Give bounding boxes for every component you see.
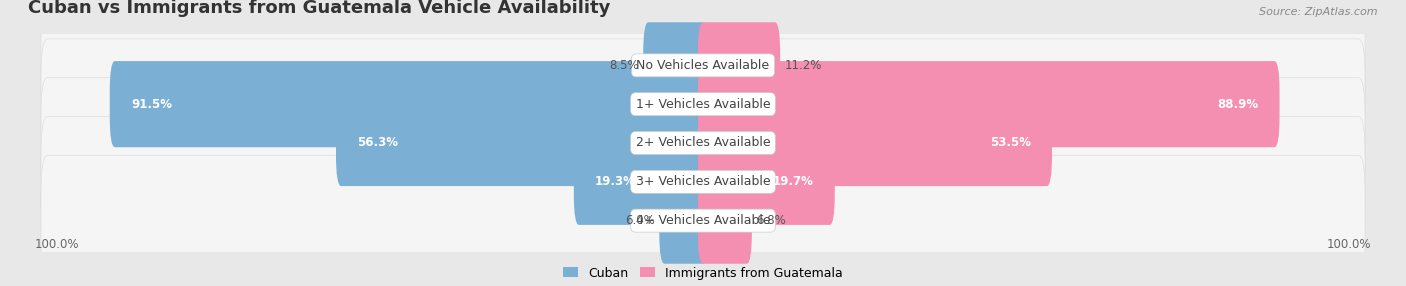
FancyBboxPatch shape — [336, 100, 709, 186]
Text: 6.8%: 6.8% — [756, 214, 786, 227]
FancyBboxPatch shape — [659, 178, 709, 264]
FancyBboxPatch shape — [41, 0, 1365, 131]
FancyBboxPatch shape — [41, 39, 1365, 170]
Text: 2+ Vehicles Available: 2+ Vehicles Available — [636, 136, 770, 150]
FancyBboxPatch shape — [110, 61, 709, 147]
Text: 88.9%: 88.9% — [1218, 98, 1258, 111]
Text: Cuban vs Immigrants from Guatemala Vehicle Availability: Cuban vs Immigrants from Guatemala Vehic… — [28, 0, 610, 17]
Text: 100.0%: 100.0% — [1327, 238, 1371, 251]
FancyBboxPatch shape — [41, 155, 1365, 286]
Text: 91.5%: 91.5% — [131, 98, 172, 111]
FancyBboxPatch shape — [697, 139, 835, 225]
Text: Source: ZipAtlas.com: Source: ZipAtlas.com — [1260, 7, 1378, 17]
Text: 4+ Vehicles Available: 4+ Vehicles Available — [636, 214, 770, 227]
Text: 8.5%: 8.5% — [609, 59, 638, 72]
Text: 53.5%: 53.5% — [990, 136, 1031, 150]
FancyBboxPatch shape — [697, 178, 752, 264]
Text: 1+ Vehicles Available: 1+ Vehicles Available — [636, 98, 770, 111]
FancyBboxPatch shape — [41, 78, 1365, 208]
Text: 11.2%: 11.2% — [785, 59, 823, 72]
FancyBboxPatch shape — [41, 116, 1365, 247]
FancyBboxPatch shape — [697, 100, 1052, 186]
Text: No Vehicles Available: No Vehicles Available — [637, 59, 769, 72]
FancyBboxPatch shape — [697, 22, 780, 108]
FancyBboxPatch shape — [643, 22, 709, 108]
Text: 3+ Vehicles Available: 3+ Vehicles Available — [636, 175, 770, 188]
Text: 19.3%: 19.3% — [595, 175, 636, 188]
Text: 6.0%: 6.0% — [626, 214, 655, 227]
Text: 56.3%: 56.3% — [357, 136, 398, 150]
Text: 100.0%: 100.0% — [35, 238, 79, 251]
FancyBboxPatch shape — [574, 139, 709, 225]
FancyBboxPatch shape — [697, 61, 1279, 147]
Legend: Cuban, Immigrants from Guatemala: Cuban, Immigrants from Guatemala — [558, 262, 848, 285]
Text: 19.7%: 19.7% — [773, 175, 814, 188]
